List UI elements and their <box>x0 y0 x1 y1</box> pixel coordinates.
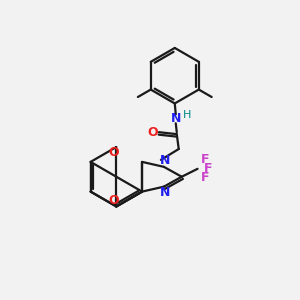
Text: N: N <box>171 112 181 125</box>
Text: N: N <box>160 154 170 167</box>
Text: N: N <box>160 186 170 199</box>
Text: H: H <box>182 110 191 120</box>
Text: F: F <box>204 162 213 175</box>
Text: F: F <box>201 153 210 167</box>
Text: F: F <box>201 171 210 184</box>
Text: O: O <box>148 126 158 139</box>
Text: O: O <box>108 146 119 160</box>
Text: O: O <box>108 194 119 207</box>
